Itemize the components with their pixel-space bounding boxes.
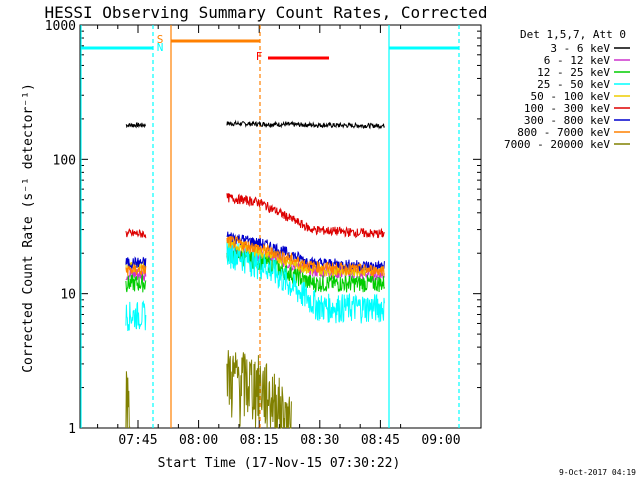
y-tick-label: 10 [60, 288, 76, 303]
series-line [125, 300, 147, 332]
series-line [125, 256, 147, 269]
series-line [125, 122, 146, 129]
chart-title: HESSI Observing Summary Count Rates, Cor… [44, 3, 487, 22]
legend-label: 25 - 50 keV [537, 78, 610, 91]
annotation-f: F [256, 50, 263, 63]
series-line [226, 235, 385, 278]
legend-label: 50 - 100 keV [531, 90, 611, 103]
x-tick-label: 08:15 [240, 433, 279, 448]
generated-timestamp: 9-Oct-2017 04:19 [558, 468, 636, 477]
legend-label: 800 - 7000 keV [517, 126, 610, 139]
series-line [125, 262, 147, 276]
y-tick-label: 100 [53, 153, 76, 168]
series-line [226, 193, 385, 239]
series-line [125, 228, 147, 239]
legend-label: 6 - 12 keV [544, 54, 611, 67]
x-tick-label: 09:00 [421, 433, 460, 448]
x-tick-label: 08:00 [179, 433, 218, 448]
annotation-s: S [157, 33, 164, 46]
x-tick-label: 08:30 [300, 433, 339, 448]
series-line [226, 350, 292, 429]
series-line [125, 273, 147, 293]
y-tick-label: 1 [68, 422, 76, 437]
legend-label: 12 - 25 keV [537, 66, 610, 79]
annotation-n: N [157, 41, 164, 54]
plot-frame [79, 24, 482, 429]
legend-label: 3 - 6 keV [550, 42, 610, 55]
y-tick-label: 1000 [45, 19, 76, 34]
legend-header: Det 1,5,7, Att 0 [520, 28, 626, 41]
series-line [226, 119, 385, 130]
x-axis-label: Start Time (17-Nov-15 07:30:22) [158, 456, 401, 471]
series-line [226, 246, 385, 293]
x-tick-label: 08:45 [361, 433, 400, 448]
legend-label: 7000 - 20000 keV [504, 138, 610, 151]
series-line [125, 371, 131, 429]
plot-area: 1 10 100 1000 07:45 08:00 08:15 08:30 08:45 09:00… [45, 19, 482, 448]
legend-label: 100 - 300 keV [524, 102, 610, 115]
y-axis-label: Corrected Count Rate (s⁻¹ detector⁻¹) [21, 83, 36, 373]
x-tick-label: 07:45 [118, 433, 157, 448]
legend-label: 300 - 800 keV [524, 114, 610, 127]
